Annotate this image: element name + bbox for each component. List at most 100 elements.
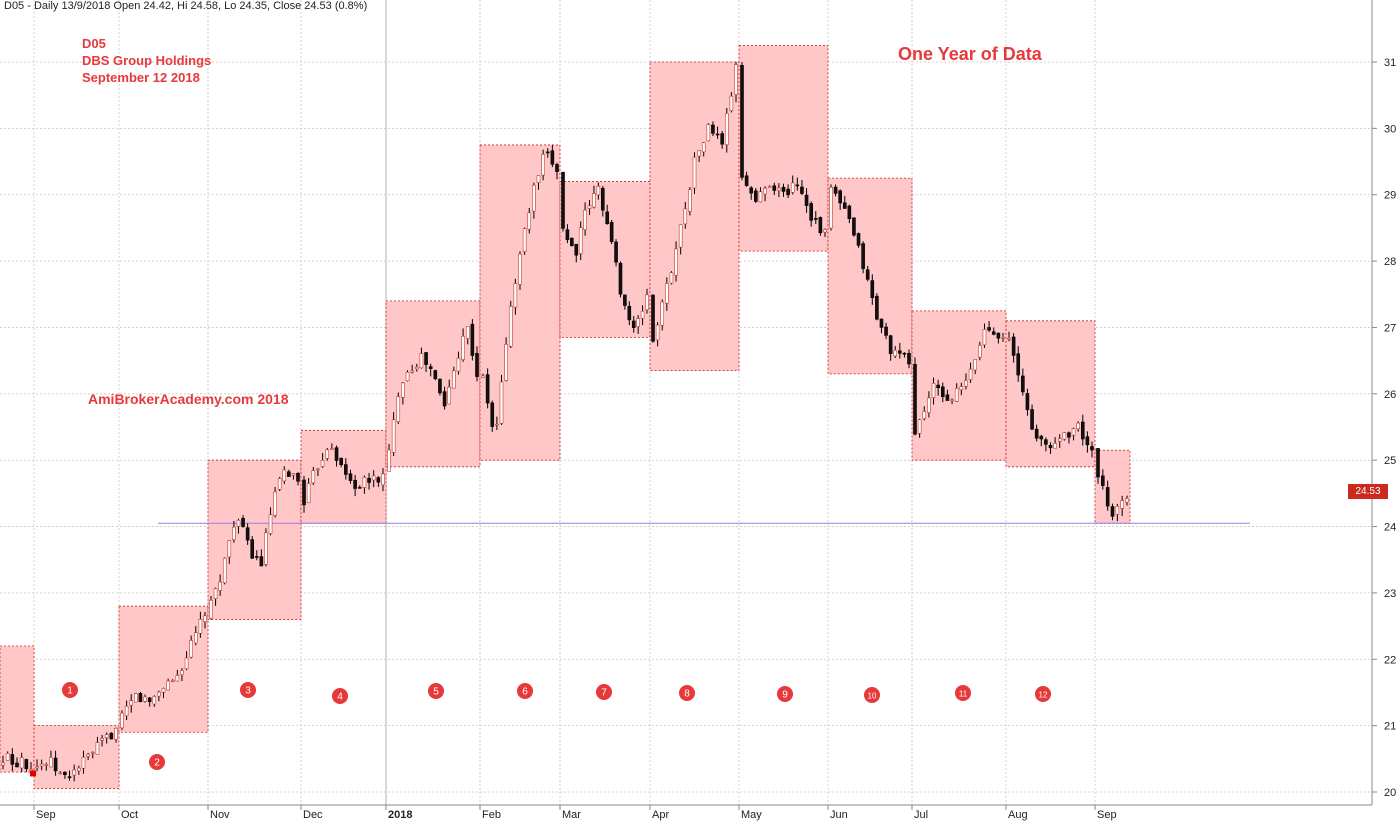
monthly-box: [649, 61, 740, 371]
x-tick-label: May: [741, 809, 762, 821]
x-tick-label: Sep: [36, 809, 56, 821]
candle-body: [781, 186, 786, 192]
candle-body: [902, 352, 907, 355]
month-label-circle: [240, 682, 256, 698]
candle-body: [829, 187, 833, 229]
y-tick-label: 22: [1384, 654, 1396, 666]
candle-body: [291, 473, 296, 476]
candle-body: [1067, 432, 1071, 438]
month-label-text: 8: [684, 689, 690, 700]
candle-body: [245, 527, 250, 541]
candle-body: [1101, 475, 1105, 486]
candle-body: [184, 657, 189, 670]
candle-body: [273, 491, 277, 516]
candle-body: [19, 757, 24, 769]
month-label-circle: [679, 685, 695, 701]
candle-body: [879, 318, 884, 328]
candle-body: [353, 479, 357, 489]
candle-body: [53, 757, 58, 772]
candle-body: [320, 459, 325, 467]
candle-body: [325, 449, 330, 459]
month-label-text: 4: [337, 692, 343, 703]
candle-body: [143, 696, 147, 702]
candle-body: [749, 187, 754, 194]
candle-body: [129, 700, 134, 706]
candle-body: [311, 470, 316, 484]
candle-body: [809, 203, 813, 221]
candle-body: [193, 632, 198, 644]
candle-body: [936, 384, 940, 389]
candle-body: [419, 353, 424, 369]
candle-body: [578, 227, 583, 254]
monthly-box: [385, 300, 481, 468]
candle-body: [334, 447, 339, 461]
y-tick-label: 30: [1384, 123, 1396, 135]
candle-body: [777, 187, 781, 191]
candle-body: [81, 756, 86, 769]
candle-body: [861, 243, 865, 269]
candle-body: [678, 224, 683, 248]
candle-body: [945, 394, 950, 401]
candle-body: [1011, 336, 1016, 356]
candle-body: [1057, 438, 1062, 442]
candle-body: [795, 184, 800, 187]
candle-body: [665, 283, 669, 304]
candle-body: [645, 294, 649, 310]
candle-body: [833, 186, 838, 194]
candle-body: [973, 359, 978, 371]
candle-body: [804, 194, 809, 206]
month-label-text: 12: [1039, 691, 1048, 700]
candle-body: [447, 386, 452, 405]
candle-body: [550, 150, 555, 165]
candle-body: [218, 581, 222, 591]
candle-body: [631, 320, 636, 328]
candle-body: [964, 380, 968, 387]
candle-body: [838, 190, 842, 204]
candle-body: [565, 229, 570, 240]
x-tick-label: Nov: [210, 809, 230, 821]
x-tick-label: Dec: [303, 809, 323, 821]
last-price-tag: 24.53: [1348, 484, 1388, 499]
candle-body: [522, 228, 527, 252]
candle-body: [1110, 506, 1115, 517]
candle-body: [414, 366, 419, 370]
candle-body: [692, 156, 697, 189]
candle-body: [884, 326, 888, 336]
candle-body: [203, 615, 207, 623]
candle-body: [264, 532, 268, 565]
candle-body: [357, 487, 362, 489]
company-annotation: DBS Group Holdings: [82, 53, 212, 68]
candle-body: [640, 310, 645, 319]
candle-body: [259, 556, 264, 567]
candle-body: [870, 280, 875, 298]
candle-body: [744, 175, 749, 186]
monthly-box: [207, 459, 302, 620]
candle-body: [1080, 421, 1085, 440]
candle-body: [758, 191, 763, 203]
candle-body: [138, 693, 143, 702]
x-tick-label: Mar: [562, 809, 581, 821]
candle-body: [683, 208, 688, 225]
time-axis: Sep Oct Nov Dec 2018 Feb Mar Apr May Jun Jul Aug Sep: [0, 770, 1372, 821]
candle-body: [996, 332, 1001, 339]
candle-body: [1034, 428, 1039, 439]
candle-body: [63, 771, 67, 775]
y-tick-label: 21: [1384, 721, 1396, 733]
candle-body: [362, 477, 367, 488]
candle-body: [24, 759, 29, 770]
candle-body: [499, 381, 504, 424]
candle-body: [513, 283, 518, 308]
candle-body: [1025, 393, 1030, 411]
month-label-text: 6: [522, 687, 528, 698]
candle-body: [570, 237, 574, 247]
month-label-circle: [149, 754, 165, 770]
candle-body: [222, 557, 227, 584]
month-label-circle: [1035, 686, 1051, 702]
candle-body: [968, 368, 973, 380]
month-label-text: 10: [868, 692, 877, 701]
candle-body: [527, 212, 532, 230]
candle-body: [1125, 498, 1129, 503]
candle-body: [339, 457, 343, 466]
candle-body: [213, 588, 218, 599]
